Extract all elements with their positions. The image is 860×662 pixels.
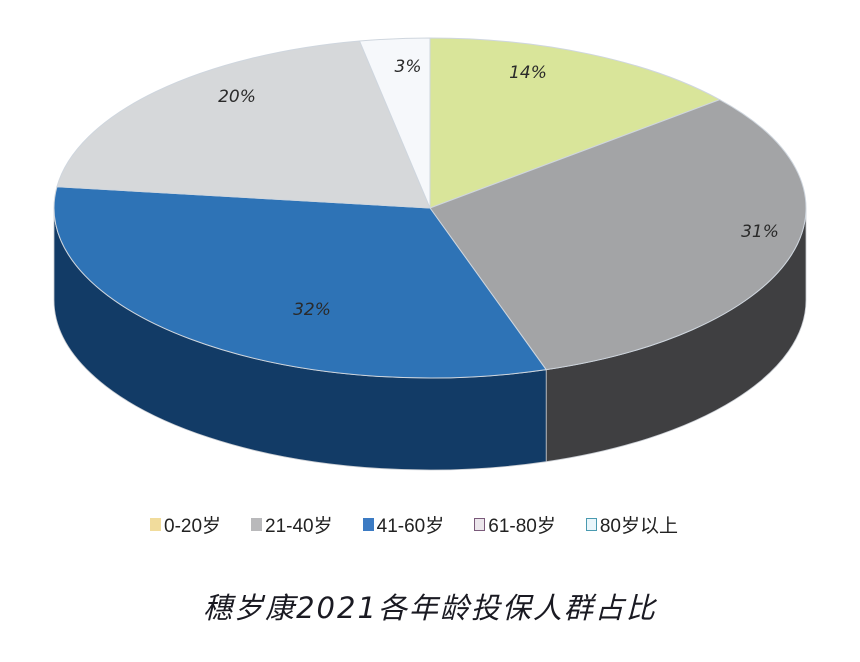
legend-swatch-61-80 — [474, 517, 486, 531]
pie-top-face — [53, 37, 807, 379]
pie-value-labels: 14% 31% 32% 20% 3% — [218, 57, 779, 320]
legend-swatch-80-plus — [585, 517, 597, 531]
slice-value-label: 3% — [395, 57, 422, 77]
chart-legend: 0-20岁 21-40岁 41-60岁 61-80岁 80岁以上 — [150, 511, 750, 537]
legend-label: 21-40岁 — [265, 515, 333, 537]
chart-title: 穗岁康2021各年龄投保人群占比 — [203, 591, 657, 625]
pie-slice-0[interactable] — [429, 37, 721, 209]
legend-label: 80岁以上 — [599, 515, 678, 537]
legend-item-61-80[interactable]: 61-80岁 — [474, 511, 556, 538]
legend-item-21-40[interactable]: 21-40岁 — [251, 511, 333, 538]
slice-value-label: 31% — [741, 222, 779, 242]
legend-item-41-60[interactable]: 41-60岁 — [362, 511, 445, 538]
pie-slice-3[interactable] — [56, 40, 431, 209]
pie-chart: 14% 31% 32% 20% 3% — [53, 37, 807, 471]
slice-value-label: 32% — [293, 300, 331, 320]
pie-slice-1[interactable] — [429, 99, 807, 371]
legend-item-0-20[interactable]: 0-20岁 — [150, 511, 221, 538]
pie-slice-2[interactable] — [53, 186, 548, 379]
legend-label: 41-60岁 — [376, 515, 445, 537]
legend-label: 0-20岁 — [164, 515, 222, 537]
slice-value-label: 14% — [509, 63, 547, 83]
legend-swatch-21-40 — [251, 517, 263, 531]
slice-value-label: 20% — [218, 87, 256, 107]
pie-slice-4[interactable] — [358, 37, 431, 209]
legend-item-80-plus[interactable]: 80岁以上 — [585, 511, 678, 538]
legend-label: 61-80岁 — [488, 515, 556, 537]
legend-swatch-41-60 — [362, 517, 374, 531]
legend-swatch-0-20 — [150, 517, 161, 531]
